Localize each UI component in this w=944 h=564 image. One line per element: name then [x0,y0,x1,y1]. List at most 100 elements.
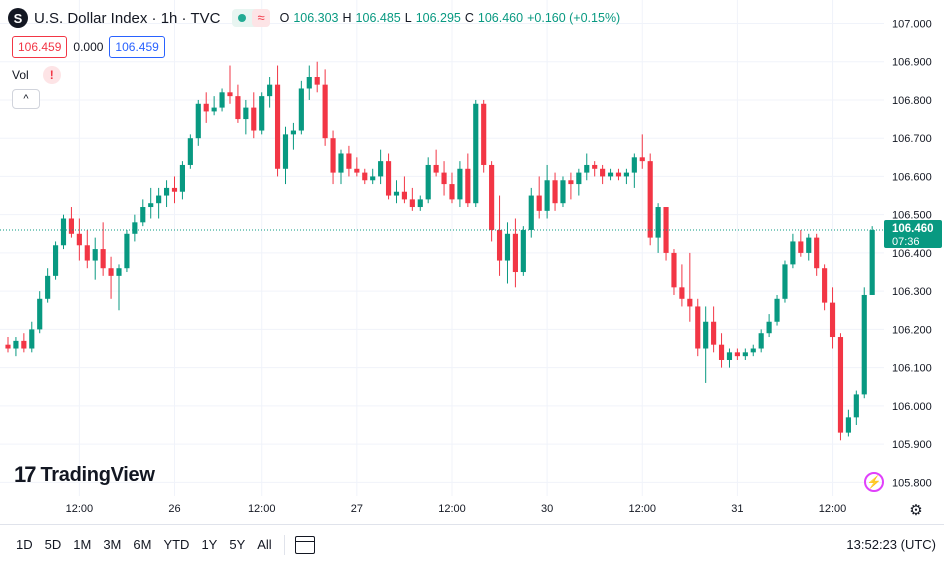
price-tick-label: 107.000 [892,18,932,30]
candle [282,126,289,185]
candle [5,337,11,353]
candle [21,333,27,353]
candle [290,122,296,150]
candle [671,249,677,295]
price-tick-label: 105.900 [892,439,932,451]
range-5y[interactable]: 5Y [229,537,246,552]
range-6m[interactable]: 6M [133,537,152,552]
candle [512,218,518,288]
range-1d[interactable]: 1D [16,537,33,552]
bid-price-button[interactable]: 106.459 [12,36,68,58]
candle [703,306,709,383]
time-tick-label: 12:00 [628,503,656,515]
candle [615,168,622,181]
gear-icon[interactable]: ⚙ [909,502,923,519]
tradingview-logo[interactable]: 17 TradingView [14,462,155,488]
symbol-title[interactable]: U.S. Dollar Index · 1h · TVC [34,9,221,27]
price-tick-label: 106.300 [892,286,932,298]
candle [219,88,225,112]
utc-clock[interactable]: 13:52:23 (UTC) [846,537,936,552]
candle [132,214,138,242]
range-ytd[interactable]: YTD [163,537,190,552]
candle [60,214,67,250]
candle [338,149,344,185]
candle [417,195,423,211]
candle [45,268,51,303]
candle [584,153,590,181]
bottom-toolbar: 1D 5D 1M 3M 6M YTD 1Y 5Y All 13:52:23 (U… [0,524,944,564]
candle [758,329,764,353]
candle [766,314,772,338]
candle [187,134,193,169]
candle [362,168,368,185]
candle [560,176,566,208]
time-tick-label: 26 [168,503,180,515]
candle [354,157,360,177]
candle [108,256,114,299]
time-tick-label: 30 [541,503,553,515]
range-1y[interactable]: 1Y [201,537,218,552]
price-axis[interactable]: 107.000 106.900 106.800 106.700 106.600 106.5… [884,0,944,524]
ohlc-low: 106.295 [415,11,461,25]
candle [623,168,629,185]
candle [211,96,217,116]
candle [750,344,756,357]
time-tick-label: 12:00 [819,503,847,515]
time-tick-label: 12:00 [438,503,466,515]
candle [711,306,717,353]
range-3m[interactable]: 3M [103,537,122,552]
range-5d[interactable]: 5D [44,537,62,552]
candle [568,172,574,200]
candle [84,229,90,269]
calendar-icon[interactable] [294,535,315,554]
volume-label[interactable]: Vol [12,68,29,82]
ohlc-high: 106.485 [355,11,401,25]
candle [441,161,447,196]
price-tick-label: 106.400 [892,248,932,260]
candle [647,153,653,246]
candlestick-chart[interactable] [0,0,884,496]
candle [243,99,249,135]
price-tick-label: 106.600 [892,171,932,183]
candle [148,187,154,219]
spread-value: 0.000 [73,40,104,54]
flash-icon[interactable]: ⚡ [864,472,884,492]
candle [695,298,701,357]
candle [687,252,693,322]
ask-price-button[interactable]: 106.459 [109,36,165,58]
candle [267,77,273,108]
candle [600,164,606,185]
bar-countdown-label: 07:36 [892,236,920,248]
delayed-data-icon: ≈ [252,9,270,27]
candle [251,92,257,139]
price-tick-label: 106.800 [892,95,932,107]
candle [227,65,233,104]
candle [679,264,685,307]
candle [156,187,162,219]
candle [235,84,241,123]
candle [370,168,376,185]
collapse-legend-button[interactable]: ^ [12,89,40,109]
ohlc-values: O 106.303 H 106.485 L 106.295 C 106.460 +0.1… [280,11,621,25]
warning-icon[interactable]: ! [42,66,61,84]
ohlc-low-label: L [404,11,412,25]
candle [837,333,844,441]
candle [829,287,836,349]
candle [742,348,748,360]
candle [449,172,455,204]
candle [734,348,740,360]
chart-legend: S U.S. Dollar Index · 1h · TVC ≈ O 106.30… [8,8,620,28]
tradingview-wordmark: TradingView [40,463,155,486]
candle [298,80,304,135]
chevron-up-icon: ^ [23,93,29,105]
range-all[interactable]: All [257,537,272,552]
market-status[interactable]: ≈ [232,9,270,27]
candle [528,187,534,238]
candle [330,130,336,185]
candle [13,337,19,357]
candle [116,264,122,311]
candle [607,168,614,181]
range-1m[interactable]: 1M [73,537,92,552]
candle [203,92,209,123]
candle [861,287,867,399]
